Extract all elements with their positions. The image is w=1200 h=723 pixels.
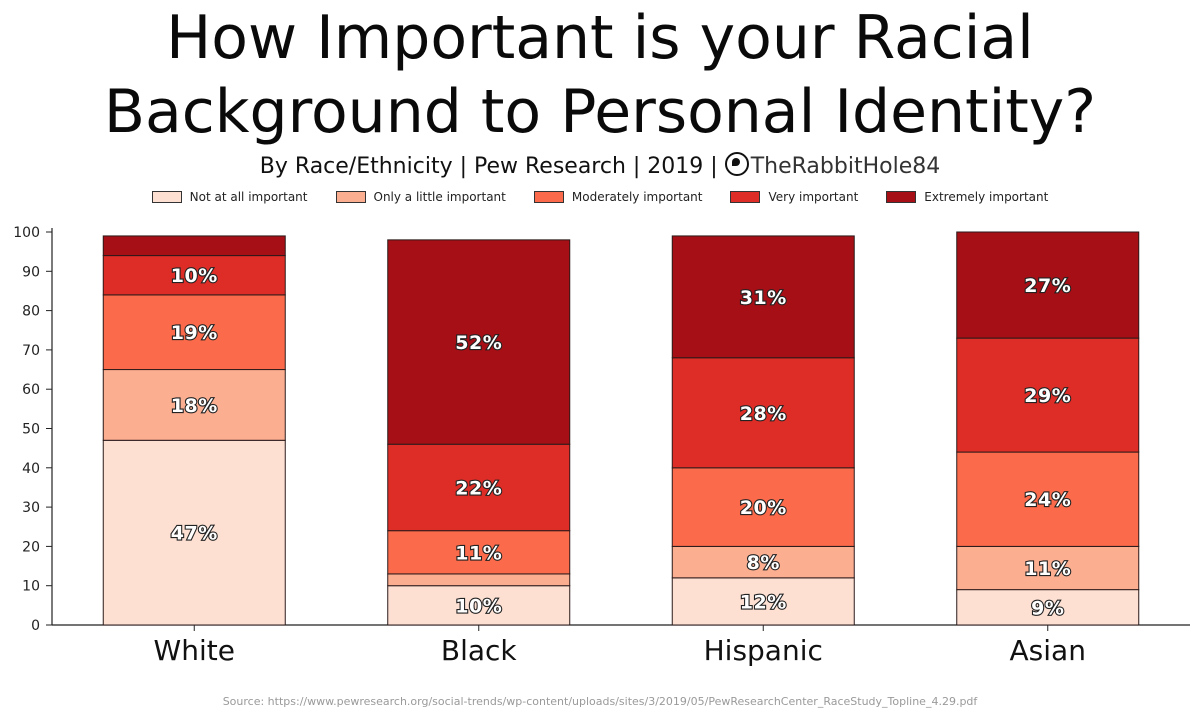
- brand-name: TheRabbitHole84: [750, 154, 941, 179]
- bar-segment: [671, 235, 855, 359]
- bar-segment: [956, 231, 1140, 339]
- data-label: 19%: [171, 322, 218, 344]
- bar-segment: [671, 357, 855, 469]
- data-label: 10%: [455, 595, 502, 617]
- y-tick-label: 50: [22, 422, 40, 438]
- legend-label: Not at all important: [189, 190, 308, 204]
- y-tick-label: 90: [22, 264, 40, 280]
- legend-swatch: [730, 191, 761, 203]
- legend-item-4: Extremely important: [886, 190, 1048, 204]
- data-label: 11%: [455, 542, 502, 564]
- data-label: 8%: [747, 552, 780, 574]
- legend-item-0: Not at all important: [151, 190, 308, 204]
- chart-title-line-2: Background to Personal Identity?: [103, 77, 1097, 147]
- bar-segment: [102, 294, 286, 371]
- y-tick-label: 20: [22, 539, 40, 555]
- bar-segment: [387, 239, 571, 445]
- bar-segment: [102, 235, 286, 257]
- bar-segment: [956, 545, 1140, 591]
- chart-legend: Not at all important Only a little import…: [0, 190, 1200, 204]
- bar-segment: [387, 573, 571, 587]
- data-label: 27%: [1024, 275, 1071, 297]
- data-label: 47%: [171, 523, 218, 545]
- legend-label: Extremely important: [924, 190, 1049, 204]
- legend-swatch: [533, 191, 564, 203]
- bar-segment: [956, 589, 1140, 626]
- y-tick-label: 30: [22, 500, 40, 516]
- legend-swatch: [886, 191, 917, 203]
- data-label: 29%: [1024, 385, 1071, 407]
- y-tick-label: 80: [22, 304, 40, 320]
- chart-title-line-1: How Important is your Racial: [166, 3, 1034, 73]
- data-label: 22%: [455, 477, 502, 499]
- legend-item-2: Moderately important: [533, 190, 703, 204]
- data-label: 52%: [455, 332, 502, 354]
- y-tick-label: 0: [31, 618, 40, 634]
- x-tick-label: Black: [441, 634, 518, 667]
- legend-label: Very important: [768, 190, 859, 204]
- bar-segment: [102, 439, 286, 626]
- bar-segment: [956, 451, 1140, 547]
- legend-label: Only a little important: [373, 190, 506, 204]
- bar-segment: [956, 337, 1140, 453]
- legend-item-3: Very important: [730, 190, 858, 204]
- legend-swatch: [335, 191, 366, 203]
- legend-item-1: Only a little important: [335, 190, 506, 204]
- x-tick-label: Hispanic: [704, 634, 823, 667]
- data-label: 31%: [740, 287, 787, 309]
- data-label: 28%: [740, 403, 787, 425]
- source-citation: Source: https://www.pewresearch.org/soci…: [222, 695, 978, 708]
- chart-subtitle: By Race/Ethnicity | Pew Research | 2019 …: [0, 152, 1200, 179]
- x-tick-label: Asian: [1010, 634, 1086, 667]
- y-tick-label: 70: [22, 343, 40, 359]
- data-label: 20%: [740, 497, 787, 519]
- data-label: 11%: [1024, 558, 1071, 580]
- bar-segment: [102, 369, 286, 441]
- stacked-bar-chart: 0 10 20 30 40 50 60 70 80 90 100 47% 18% 19% 10% White 1…: [13, 225, 1190, 667]
- y-tick-label: 60: [22, 382, 40, 398]
- rabbit-logo-icon: [724, 152, 749, 176]
- y-tick-label: 10: [22, 579, 40, 595]
- bar-segment: [671, 467, 855, 547]
- bar-segment: [387, 530, 571, 575]
- data-label: 24%: [1024, 489, 1071, 511]
- data-label: 10%: [171, 265, 218, 287]
- bar-segment: [671, 577, 855, 626]
- data-label: 12%: [740, 591, 787, 613]
- bar-segment: [387, 443, 571, 532]
- legend-label: Moderately important: [571, 190, 703, 204]
- y-tick-label: 100: [13, 225, 40, 241]
- x-tick-label: White: [154, 634, 235, 667]
- legend-swatch: [151, 191, 182, 203]
- bar-segment: [102, 255, 286, 296]
- subtitle-text: By Race/Ethnicity | Pew Research | 2019 …: [259, 154, 718, 179]
- y-tick-label: 40: [22, 461, 40, 477]
- data-label: 18%: [171, 395, 218, 417]
- data-label: 9%: [1031, 597, 1064, 619]
